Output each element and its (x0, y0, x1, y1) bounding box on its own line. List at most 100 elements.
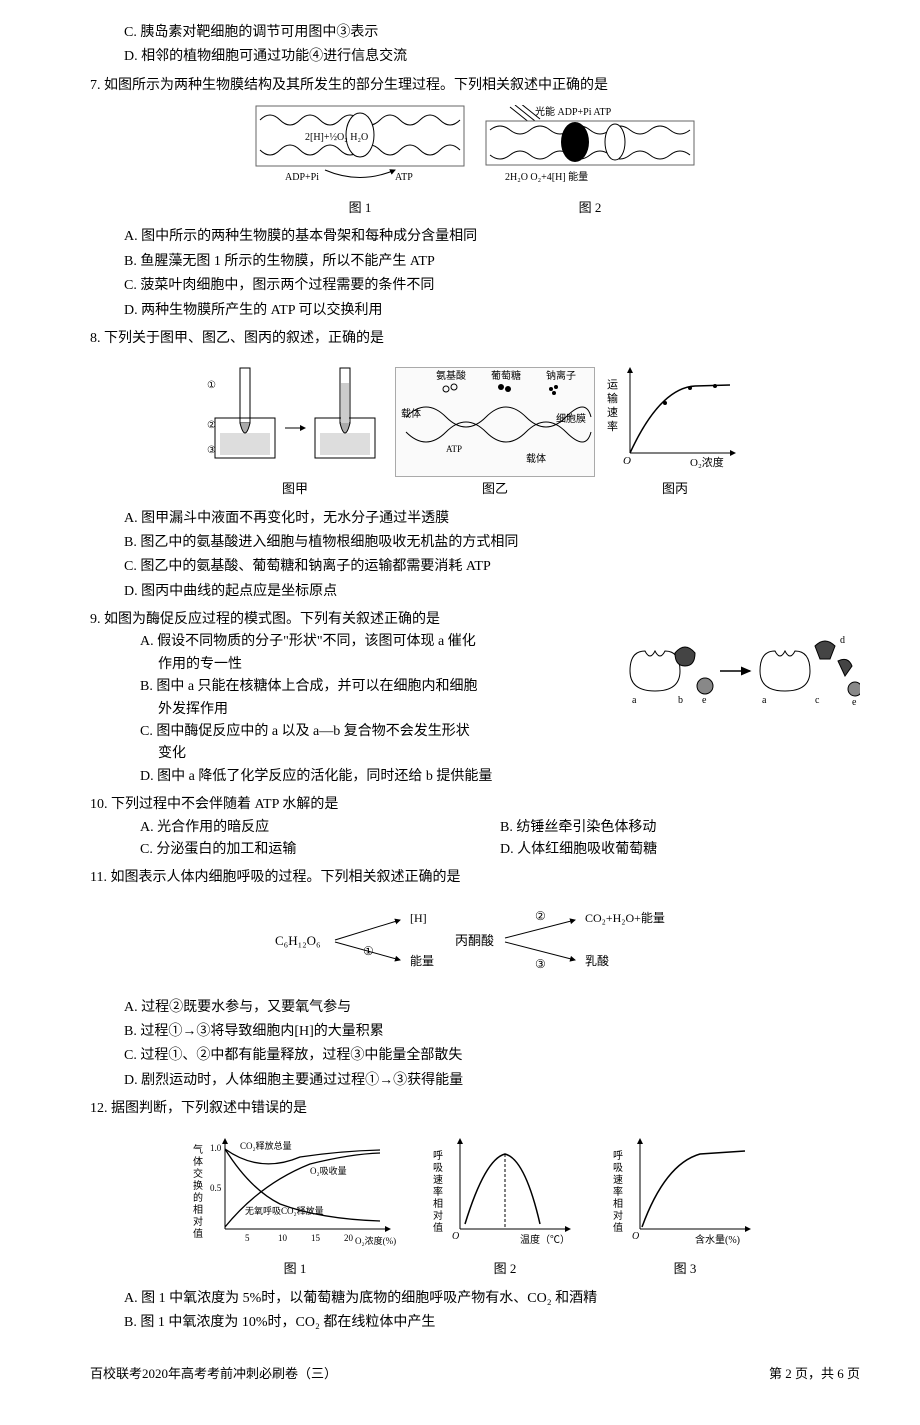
svg-text:5: 5 (245, 1233, 250, 1243)
q9-opt-c-l1: C. 图中酶促反应中的 a 以及 a—b 复合物不会发生形状 (140, 721, 610, 743)
q11-arrow2: ② (535, 909, 546, 923)
svg-text:率: 率 (607, 419, 618, 433)
q12-options: A. 图 1 中氧浓度为 5%时，以葡萄糖为底物的细胞呼吸产物有水、CO₂ 和酒… (124, 1288, 860, 1335)
enzyme-svg: abe ac de (620, 631, 860, 721)
q9-opt-b-l2: 外发挥作用 (158, 699, 610, 721)
q11-energy: 能量 (410, 954, 434, 968)
q8-figA: ① ② ③ 图甲 (205, 358, 385, 499)
q7-opt-c: C. 菠菜叶肉细胞中，图示两个过程需要的条件不同 (124, 275, 860, 297)
svg-text:气: 气 (193, 1143, 203, 1156)
q11-prod2: 乳酸 (585, 953, 609, 968)
svg-text:葡萄糖: 葡萄糖 (491, 369, 521, 382)
footer-right: 第 2 页，共 6 页 (769, 1364, 860, 1385)
svg-text:O₂浓度(%): O₂浓度(%) (355, 1235, 396, 1246)
membrane-fig1-svg: 2[H]+½O₂ H₂O ADP+Pi ATP (255, 105, 465, 187)
svg-text:率: 率 (433, 1185, 443, 1198)
svg-text:无氧呼吸CO₂释放量: 无氧呼吸CO₂释放量 (245, 1205, 324, 1216)
q6-options: C. 胰岛素对靶细胞的调节可用图中③表示 D. 相邻的植物细胞可通过功能④进行信… (124, 22, 860, 69)
svg-text:值: 值 (613, 1221, 623, 1234)
svg-text:含水量(%): 含水量(%) (695, 1233, 740, 1246)
svg-text:0.5: 0.5 (210, 1183, 222, 1193)
svg-text:O: O (632, 1231, 639, 1242)
membrane-fig2-svg: 光能 ADP+Pi ATP 2H₂O O₂+4[H] 能量 (485, 105, 695, 187)
q8-options: A. 图甲漏斗中液面不再变化时，无水分子通过半透膜 B. 图乙中的氨基酸进入细胞… (124, 508, 860, 604)
svg-text:1.0: 1.0 (210, 1143, 222, 1153)
svg-text:e: e (852, 697, 857, 708)
svg-text:载体: 载体 (401, 408, 421, 420)
q11-start: C₆H₁₂O₆ (275, 933, 321, 948)
q12-stem: 12. 据图判断，下列叙述中错误的是 (90, 1098, 860, 1120)
q11-diagram: C₆H₁₂O₆ [H] 能量 ① 丙酮酸 ② ③ CO₂+H₂O+能量 乳酸 (90, 900, 860, 987)
svg-text:15: 15 (311, 1233, 321, 1243)
svg-text:相: 相 (433, 1197, 443, 1210)
svg-text:吸: 吸 (433, 1163, 443, 1174)
q8-figB-caption: 图乙 (395, 479, 595, 500)
q7-opt-a: A. 图中所示的两种生物膜的基本骨架和每种成分含量相同 (124, 226, 860, 248)
q9-figure: abe ac de (620, 631, 860, 729)
svg-text:速: 速 (607, 406, 618, 419)
svg-text:吸: 吸 (613, 1163, 623, 1174)
fig2-bottom-label: 2H₂O O₂+4[H] 能量 (505, 170, 588, 183)
q9-row: A. 假设不同物质的分子"形状"不同，该图可体现 a 催化 作用的专一性 B. … (90, 631, 860, 765)
svg-text:b: b (678, 695, 683, 706)
q11-prod1: CO₂+H₂O+能量 (585, 911, 665, 925)
fig2-top-label: 光能 ADP+Pi ATP (535, 105, 612, 118)
svg-text:速: 速 (613, 1174, 623, 1186)
q9-opt-a-l1: A. 假设不同物质的分子"形状"不同，该图可体现 a 催化 (140, 631, 610, 653)
q7-opt-d: D. 两种生物膜所产生的 ATP 可以交换利用 (124, 300, 860, 322)
q12-figures: 气体 交换 的相 对值 1.00.5 CO₂释放总量 O₂吸收量 无氧呼吸CO₂… (90, 1129, 860, 1280)
svg-text:氨基酸: 氨基酸 (436, 369, 466, 382)
svg-text:相: 相 (193, 1203, 203, 1216)
figC-xlabel: O₂浓度 (690, 455, 724, 468)
svg-text:换: 换 (193, 1179, 203, 1192)
osmosis-svg: ① ② ③ (205, 358, 385, 468)
q8-figures: ① ② ③ 图甲 氨基酸 葡萄糖 钠离子 载体 细胞膜 载体 (90, 358, 860, 499)
q6-opt-d: D. 相邻的植物细胞可通过功能④进行信息交流 (124, 46, 860, 68)
q9-opt-b-l1: B. 图中 a 只能在核糖体上合成，并可以在细胞内和细胞 (140, 676, 610, 698)
svg-text:体: 体 (193, 1156, 203, 1168)
transport-curve-svg: 运 输 速 率 O O₂浓度 (605, 358, 745, 468)
svg-text:对: 对 (433, 1209, 443, 1222)
svg-text:输: 输 (607, 391, 618, 405)
q8-figC: 运 输 速 率 O O₂浓度 图丙 (605, 358, 745, 499)
svg-text:e: e (702, 695, 707, 706)
q8-figC-caption: 图丙 (605, 479, 745, 500)
q7-opt-b: B. 鱼腥藻无图 1 所示的生物膜，所以不能产生 ATP (124, 251, 860, 273)
q12-fig2: 呼吸 速率 相对 值 O 温度（℃） 图 2 (430, 1129, 580, 1280)
q10-opt-b: B. 纺锤丝牵引染色体移动 (500, 817, 860, 839)
q8-figB: 氨基酸 葡萄糖 钠离子 载体 细胞膜 载体 ATP 图乙 (395, 367, 595, 500)
q9-opt-c-l2: 变化 (158, 743, 610, 765)
svg-text:①: ① (207, 380, 216, 391)
svg-text:d: d (840, 635, 845, 646)
q11-h: [H] (410, 911, 427, 925)
fig1-bottom-label: ADP+Pi (285, 172, 319, 183)
svg-text:O: O (452, 1231, 459, 1242)
svg-text:对: 对 (613, 1209, 623, 1222)
fig1-atp-label: ATP (395, 172, 413, 183)
q6-opt-c: C. 胰岛素对靶细胞的调节可用图中③表示 (124, 22, 860, 44)
figC-ylabel: 运 (607, 378, 618, 391)
svg-text:细胞膜: 细胞膜 (556, 412, 586, 425)
fig1-top-label: 2[H]+½O₂ H₂O (305, 132, 368, 143)
q11-opt-b: B. 过程①→③将导致细胞内[H]的大量积累 (124, 1021, 860, 1043)
q7-fig2: 光能 ADP+Pi ATP 2H₂O O₂+4[H] 能量 图 2 (485, 105, 695, 218)
q12-fig2-caption: 图 2 (430, 1259, 580, 1280)
q11-opt-c: C. 过程①、②中都有能量释放，过程③中能量全部散失 (124, 1045, 860, 1067)
svg-text:呼: 呼 (433, 1150, 443, 1162)
svg-text:钠离子: 钠离子 (546, 369, 576, 382)
q12-fig3-caption: 图 3 (610, 1259, 760, 1280)
svg-text:10: 10 (278, 1233, 288, 1243)
q9-opt-d: D. 图中 a 降低了化学反应的活化能，同时还给 b 提供能量 (140, 766, 860, 788)
svg-text:a: a (632, 695, 637, 706)
q11-arrow3: ③ (535, 957, 546, 971)
q11-mid: 丙酮酸 (455, 933, 494, 948)
q7-fig1-caption: 图 1 (255, 198, 465, 219)
svg-text:相: 相 (613, 1197, 623, 1210)
svg-text:的: 的 (193, 1191, 203, 1204)
q7-options: A. 图中所示的两种生物膜的基本骨架和每种成分含量相同 B. 鱼腥藻无图 1 所… (124, 226, 860, 322)
q11-stem: 11. 如图表示人体内细胞呼吸的过程。下列相关叙述正确的是 (90, 867, 860, 889)
svg-text:率: 率 (613, 1185, 623, 1198)
q7-figures: 2[H]+½O₂ H₂O ADP+Pi ATP 图 1 光能 ADP+Pi AT… (90, 105, 860, 218)
svg-text:载体: 载体 (526, 453, 546, 465)
q8-stem: 8. 下列关于图甲、图乙、图丙的叙述，正确的是 (90, 328, 860, 350)
